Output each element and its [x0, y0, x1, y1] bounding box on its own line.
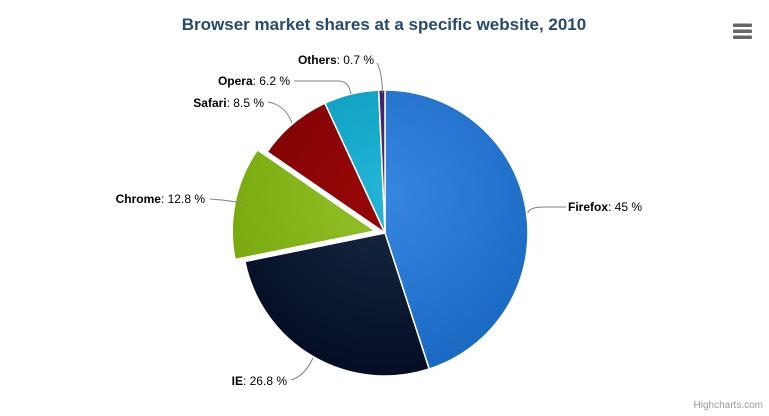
label-connector-ie [290, 357, 314, 381]
label-connector-opera [294, 80, 352, 95]
pie-slice-firefox[interactable] [384, 89, 529, 370]
data-label-opera: Opera: 6.2 % [218, 74, 290, 88]
label-connector-others [376, 62, 383, 94]
label-connectors [209, 62, 566, 381]
label-connector-firefox [527, 206, 566, 214]
data-label-ie: IE: 26.8 % [232, 374, 288, 388]
credits-link[interactable]: Highcharts.com [694, 400, 763, 411]
data-label-chrome: Chrome: 12.8 % [116, 192, 206, 206]
data-label-others: Others: 0.7 % [298, 53, 374, 67]
pie-series [231, 89, 529, 377]
data-label-firefox: Firefox: 45 % [568, 200, 642, 214]
label-connector-safari [267, 101, 293, 124]
export-menu-button[interactable] [728, 17, 758, 43]
data-labels: Firefox: 45 % IE: 26.8 % Chrome: 12.8 % … [116, 53, 643, 388]
pie-slice-others[interactable] [377, 89, 386, 234]
data-label-safari: Safari: 8.5 % [193, 96, 264, 110]
pie-slice-chrome[interactable] [231, 149, 376, 261]
chart-title: Browser market shares at a specific webs… [182, 15, 586, 34]
hamburger-icon [733, 23, 752, 39]
pie-slice-ie[interactable] [244, 232, 430, 377]
label-connector-chrome [209, 198, 244, 204]
